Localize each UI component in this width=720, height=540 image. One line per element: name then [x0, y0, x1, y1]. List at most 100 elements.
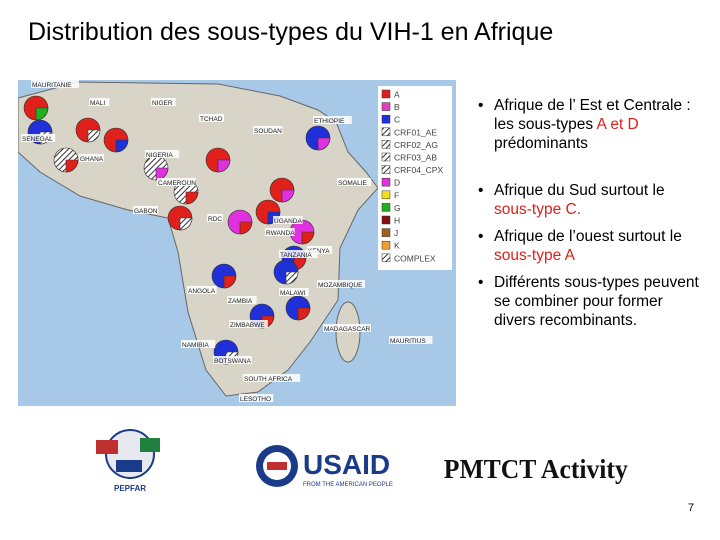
label-bg	[187, 286, 217, 294]
bullet: Afrique du Sud surtout le sous-type C.	[478, 181, 700, 219]
country-label: MAURITANIE	[32, 82, 72, 89]
bullet-text: prédominants	[494, 135, 588, 152]
country-label: LESOTHO	[240, 396, 271, 403]
bullet: Différents sous-types peuvent se combine…	[478, 273, 700, 330]
label-bg	[151, 98, 176, 106]
country-label: MALI	[90, 100, 105, 107]
legend-swatch	[381, 102, 391, 111]
legend-swatch	[381, 215, 391, 225]
bullet-text: A et D	[596, 116, 639, 133]
country-label: ETHIOPIE	[314, 118, 345, 125]
bullet-list: Afrique de l’ Est et Centrale : les sous…	[478, 96, 700, 338]
legend-label: B	[394, 102, 400, 112]
pie-slice	[115, 139, 129, 153]
legend-swatch	[381, 203, 391, 212]
country-label: ZIMBABWE	[230, 322, 265, 329]
africa	[18, 81, 379, 397]
label-bg	[227, 296, 257, 304]
bullet-text: Différents sous-types peuvent se combine…	[494, 274, 699, 329]
label-bg	[243, 374, 301, 382]
label-bg	[145, 150, 180, 158]
usaid-logo: USAID FROM THE AMERICAN PEOPLE	[256, 445, 393, 488]
country-label: UGANDA	[274, 218, 302, 225]
label-bg	[157, 178, 196, 186]
label-bg	[307, 246, 332, 254]
pie-slice	[297, 307, 311, 321]
legend-label: A	[394, 90, 400, 100]
label-bg	[181, 340, 216, 348]
label-bg	[337, 178, 372, 186]
label-bg	[239, 394, 274, 402]
country-label: CAMEROUN	[158, 180, 196, 187]
label-bg	[253, 126, 283, 134]
slide-title: Distribution des sous-types du VIH-1 en …	[28, 18, 554, 46]
legend-label: K	[394, 241, 400, 251]
bullet-text: sous-type A	[494, 247, 575, 264]
label-bg	[79, 154, 104, 162]
country-label: SOUDAN	[254, 128, 282, 135]
legend-swatch	[381, 165, 391, 174]
legend-swatch	[381, 114, 391, 124]
bullet-text: sous-type C.	[494, 201, 582, 218]
pie-slice	[185, 191, 199, 205]
label-bg	[389, 336, 433, 344]
label-bg	[31, 80, 79, 88]
legend-label: G	[394, 203, 401, 213]
legend-label: COMPLEX	[394, 253, 436, 263]
label-bg	[279, 250, 318, 258]
country-label: MADAGASCAR	[324, 326, 371, 333]
country-label: TCHAD	[200, 116, 223, 123]
pie-slice	[239, 221, 253, 235]
pie-slice	[285, 271, 299, 285]
country-label: MAURITIUS	[390, 338, 426, 345]
label-bg	[213, 356, 252, 364]
pmtct-logo: PMTCT Activity	[444, 454, 628, 484]
country-label: SOMALIE	[338, 180, 368, 187]
page-number: 7	[688, 502, 695, 514]
bullet: Afrique de l’ Est et Centrale : les sous…	[478, 96, 700, 153]
country-label: NIGERIA	[146, 152, 173, 159]
legend-label: CRF03_AB	[394, 153, 437, 163]
bullet-text: Afrique du Sud surtout le	[494, 182, 665, 199]
legend-swatch	[381, 89, 391, 99]
label-bg	[207, 214, 223, 222]
label-bg	[229, 320, 268, 328]
usaid-tagline: FROM THE AMERICAN PEOPLE	[303, 482, 393, 488]
country-label: RWANDA	[266, 230, 295, 237]
legend-swatch	[381, 140, 391, 149]
pie-slice	[217, 159, 231, 173]
legend-swatch	[381, 127, 391, 137]
label-bg	[133, 206, 158, 214]
legend-label: C	[394, 115, 400, 125]
pie-slice	[35, 107, 49, 121]
legend-label: F	[394, 190, 399, 200]
pie-slice	[317, 137, 331, 151]
bullet: Afrique de l’ouest surtout le sous-type …	[478, 227, 700, 265]
pie-slice	[281, 189, 295, 203]
bullet-text: Afrique de l’ Est et Centrale : les sous…	[494, 97, 691, 133]
legend-swatch	[381, 228, 391, 237]
country-label: SENEGAL	[22, 136, 53, 143]
label-bg	[323, 324, 371, 332]
bullet-text: Afrique de l’ouest surtout le	[494, 228, 682, 245]
country-label: NIGER	[152, 100, 173, 107]
legend-label: CRF01_AE	[394, 127, 437, 137]
pie-slice	[65, 159, 79, 173]
country-label: MOZAMBIQUE	[318, 282, 363, 289]
label-bg	[21, 134, 56, 142]
country-label: SOUTH AFRICA	[244, 376, 293, 383]
legend-swatch	[381, 177, 391, 187]
country-label: GHANA	[80, 156, 104, 163]
label-bg	[265, 228, 295, 236]
label-bg	[313, 116, 352, 124]
country-label: RDC	[208, 216, 222, 223]
country-label: KENYA	[308, 248, 330, 255]
country-label: GABON	[134, 208, 158, 215]
label-bg	[279, 288, 309, 296]
pie-slice	[223, 275, 237, 289]
legend-box	[378, 86, 452, 270]
label-bg	[89, 98, 110, 106]
country-label: NAMIBIA	[182, 342, 209, 349]
country-label: ANGOLA	[188, 288, 216, 295]
